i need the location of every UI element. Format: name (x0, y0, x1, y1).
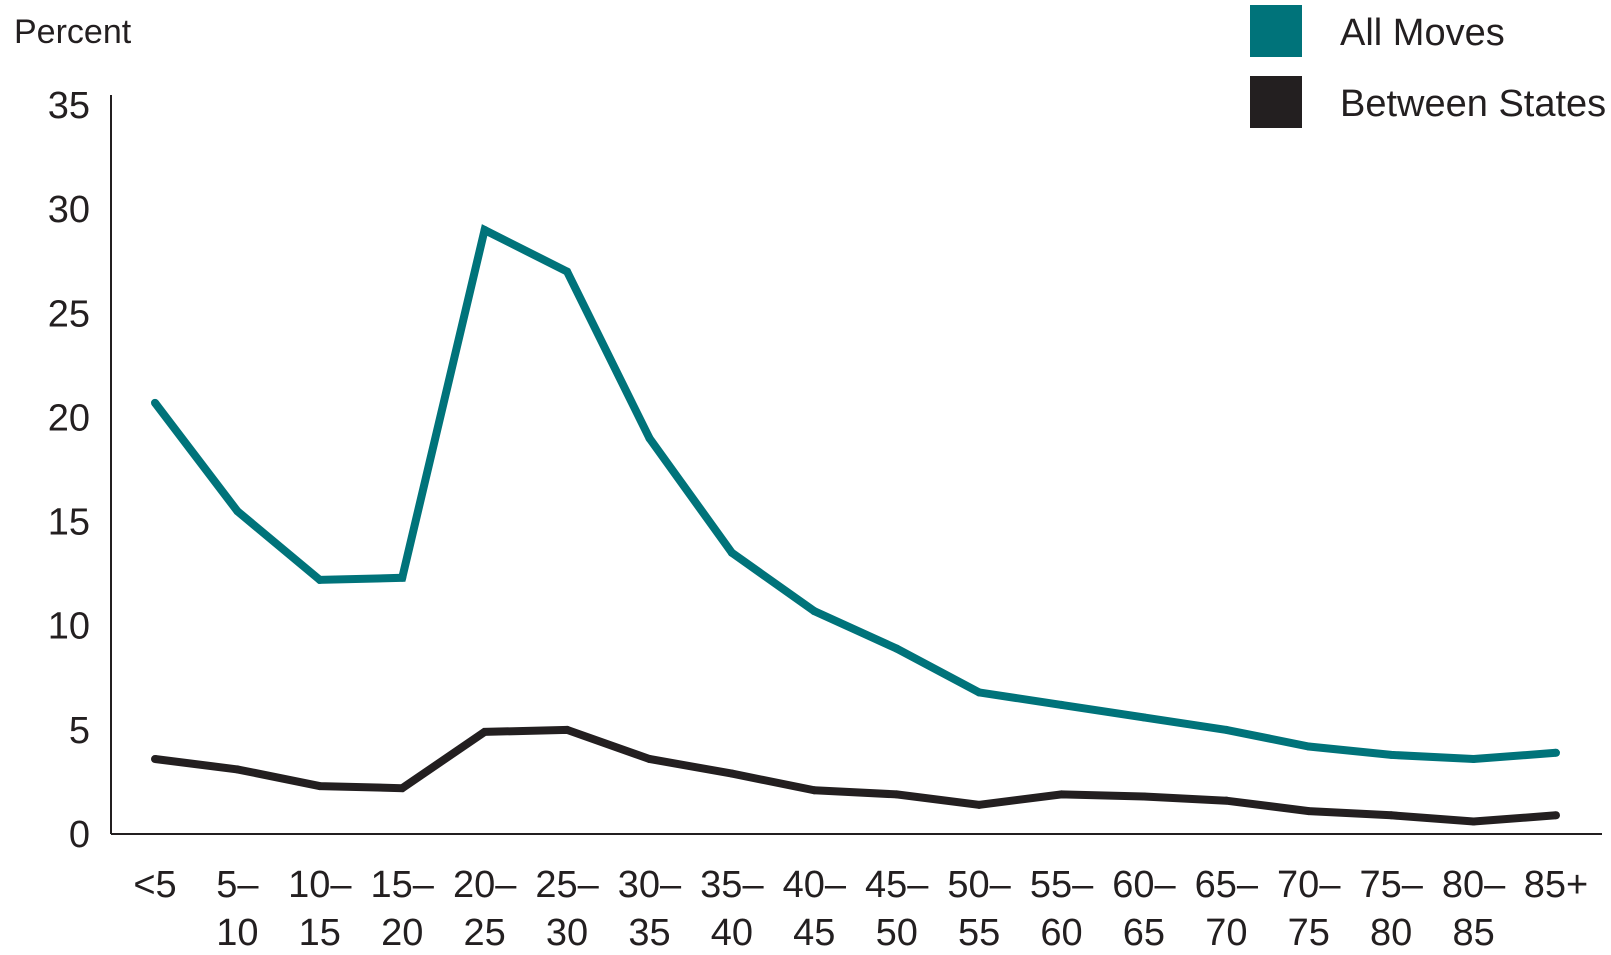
data-point (398, 784, 407, 793)
data-point (1469, 755, 1478, 764)
y-axis-label: Percent (14, 13, 132, 51)
x-tick-label-second-line: 40 (711, 912, 753, 954)
x-tick-label: <5 (133, 864, 176, 906)
data-point (315, 575, 324, 584)
y-tick-label: 25 (48, 293, 90, 335)
data-point (727, 769, 736, 778)
y-tick-label: 35 (48, 85, 90, 127)
x-tick-label: 65– (1195, 864, 1259, 906)
x-tick-label-second-line: 20 (381, 912, 423, 954)
data-point (151, 755, 159, 764)
legend-label: Between States (1340, 83, 1606, 125)
x-tick-label-second-line: 80 (1370, 912, 1412, 954)
x-tick-label-second-line: 70 (1205, 912, 1247, 954)
x-tick-label: 45– (865, 864, 929, 906)
x-tick-label-second-line: 25 (464, 912, 506, 954)
legend-swatch (1250, 76, 1302, 128)
x-tick-label-second-line: 65 (1123, 912, 1165, 954)
x-tick-label: 15– (371, 864, 435, 906)
x-tick-label: 40– (783, 864, 847, 906)
data-point (892, 644, 901, 653)
y-tick-label: 0 (69, 814, 90, 856)
x-tick-label: 55– (1030, 864, 1094, 906)
x-tick-label: 20– (453, 864, 517, 906)
x-tick-label: 5– (216, 864, 259, 906)
data-point (975, 688, 984, 697)
data-point (1139, 713, 1148, 722)
x-tick-label: 85+ (1524, 864, 1588, 906)
x-tick-label-second-line: 50 (876, 912, 918, 954)
data-point (480, 225, 489, 234)
data-point (315, 782, 324, 791)
data-point (975, 800, 984, 809)
x-tick-label: 10– (288, 864, 352, 906)
x-tick-label: 75– (1359, 864, 1423, 906)
data-point (563, 725, 572, 734)
x-tick-label-second-line: 45 (793, 912, 835, 954)
y-tick-label: 30 (48, 189, 90, 231)
x-tick-label-second-line: 85 (1452, 912, 1494, 954)
legend-label: All Moves (1340, 12, 1505, 54)
data-point (645, 755, 654, 764)
y-tick-label: 10 (48, 606, 90, 648)
x-tick-label: 80– (1442, 864, 1506, 906)
data-point (1057, 700, 1066, 709)
data-point (1552, 811, 1560, 820)
x-tick-label: 70– (1277, 864, 1341, 906)
x-tick-label: 50– (947, 864, 1011, 906)
x-tick-label: 25– (535, 864, 599, 906)
data-point (1552, 748, 1560, 757)
data-point (398, 573, 407, 582)
data-point (1387, 750, 1396, 759)
x-tick-label: 60– (1112, 864, 1176, 906)
data-point (1304, 742, 1313, 751)
x-tick-label: 35– (700, 864, 764, 906)
data-point (727, 548, 736, 557)
x-tick-label: 30– (618, 864, 682, 906)
data-point (1387, 811, 1396, 820)
x-axis-ticks: <5 5– 10 10– 15 15– 20 20– 25 25– 30 30– 35 35– 40 40– 4… (133, 864, 1588, 954)
x-tick-label-second-line: 35 (628, 912, 670, 954)
data-point (151, 398, 159, 407)
data-point (892, 790, 901, 799)
y-tick-label: 20 (48, 397, 90, 439)
y-tick-label: 5 (69, 710, 90, 752)
x-tick-label-second-line: 10 (216, 912, 258, 954)
data-point (1139, 792, 1148, 801)
data-point (233, 765, 242, 774)
series-lines (151, 224, 1560, 826)
series-line-all-moves (151, 224, 1557, 764)
x-tick-label-second-line: 75 (1288, 912, 1330, 954)
legend-swatch (1250, 5, 1302, 57)
data-point (480, 727, 489, 736)
y-axis-ticks: 0 5 10 15 20 25 30 35 (48, 85, 90, 856)
data-point (563, 267, 572, 276)
data-point (233, 507, 242, 516)
y-tick-label: 15 (48, 502, 90, 544)
series-line-between-states (154, 725, 1557, 826)
data-point (1222, 725, 1231, 734)
x-tick-label-second-line: 30 (546, 912, 588, 954)
x-tick-label-second-line: 15 (299, 912, 341, 954)
x-tick-label-second-line: 55 (958, 912, 1000, 954)
data-point (1469, 817, 1478, 826)
data-point (1304, 807, 1313, 816)
data-point (810, 786, 819, 795)
data-point (645, 434, 654, 443)
data-point (1222, 796, 1231, 805)
data-point (810, 607, 819, 616)
data-point (1057, 790, 1066, 799)
x-tick-label-second-line: 60 (1040, 912, 1082, 954)
legend: All Moves Between States (1250, 5, 1606, 128)
